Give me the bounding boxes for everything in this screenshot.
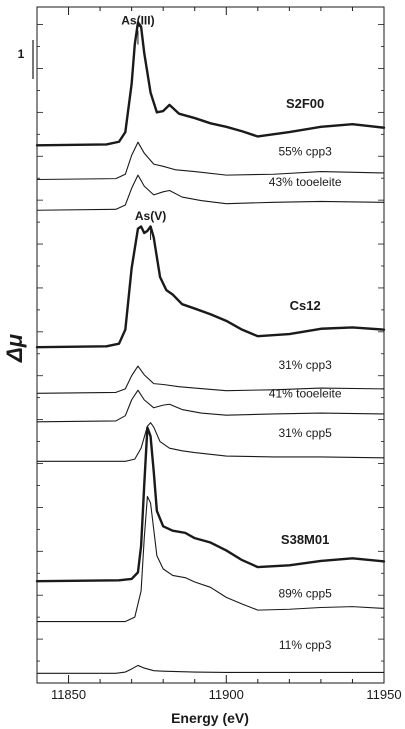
series-line (36, 365, 385, 394)
x-tick-label: 11850 (51, 687, 86, 702)
annotation-label: As(V) (135, 209, 166, 223)
series-line (36, 422, 385, 462)
series-line (36, 664, 385, 674)
series-line (35, 426, 386, 583)
series-label: 31% cpp5 (278, 426, 332, 440)
series-label: 89% cpp5 (278, 586, 332, 600)
series-label: S2F00 (286, 96, 324, 111)
series-label: 11% cpp3 (279, 638, 332, 652)
x-axis-title: Energy (eV) (171, 710, 249, 726)
series-line (35, 225, 386, 349)
x-tick-label: 11950 (366, 687, 401, 702)
series-line (36, 495, 385, 623)
series-curves (35, 21, 386, 674)
series-label: 43% tooeleite (269, 175, 342, 189)
series-line (36, 174, 385, 211)
series-labels: S2F00 55% cpp3 43% tooeleite Cs12 31% cpp3 41… (269, 96, 342, 652)
series-label: Cs12 (290, 298, 321, 313)
scale-bar-label: 1 (18, 47, 25, 61)
x-tick-label: 11900 (209, 687, 244, 702)
y-axis-title: Δμ (2, 334, 27, 363)
x-tick-labels: 11850 11900 11950 (51, 687, 402, 702)
peak-annotations: As(III) As(V) (121, 14, 166, 240)
series-line (36, 141, 385, 181)
axis-ticks (36, 7, 385, 684)
annotation-label: As(III) (121, 14, 154, 28)
series-line (35, 21, 386, 147)
series-label: 31% cpp3 (278, 358, 332, 372)
series-label: 55% cpp3 (278, 144, 332, 158)
plot-frame (36, 6, 385, 684)
series-label: S38M01 (281, 532, 329, 547)
series-label: 41% tooeleite (269, 387, 342, 401)
series-line (36, 389, 385, 423)
